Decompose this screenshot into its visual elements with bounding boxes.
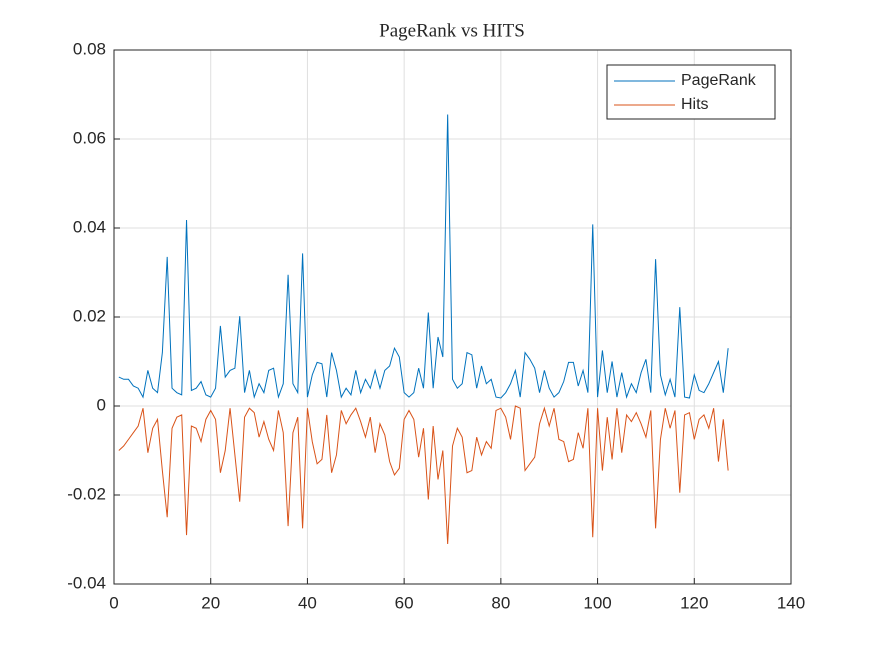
line [118, 405, 729, 544]
y-tick-label: -0.02 [67, 484, 106, 503]
chart-title: PageRank vs HITS [379, 20, 525, 41]
x-tick-label: 40 [298, 593, 317, 612]
x-tick-label: 60 [395, 593, 414, 612]
legend-box [606, 64, 776, 120]
x-tick-label: 140 [777, 593, 805, 612]
y-tick-label: 0.08 [73, 39, 106, 58]
y-tick-label: 0 [97, 395, 106, 414]
legend-label: Hits [681, 96, 709, 113]
y-tick-label: 0.02 [73, 306, 106, 325]
x-tick-label: 120 [680, 593, 708, 612]
x-tick-label: 20 [201, 593, 220, 612]
legend-label: PageRank [681, 72, 757, 89]
y-tick-label: 0.06 [73, 128, 106, 147]
x-tick-label: 0 [109, 593, 118, 612]
x-tick-label: 100 [583, 593, 611, 612]
y-tick-label: 0.04 [73, 217, 106, 236]
line [118, 114, 729, 400]
y-tick-label: -0.04 [67, 573, 106, 592]
axes-box [113, 49, 792, 585]
x-tick-label: 80 [491, 593, 510, 612]
